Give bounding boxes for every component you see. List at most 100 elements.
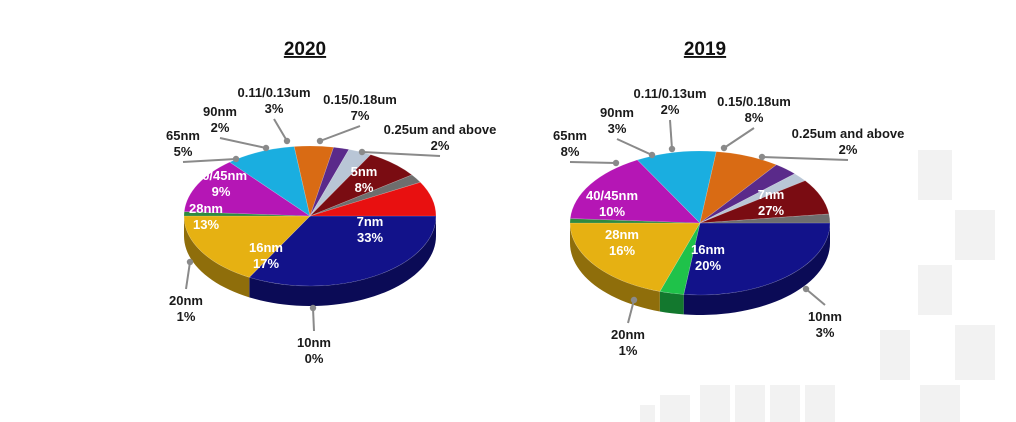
pie-chart-2019: 20197nm27%10nm3%16nm20%20nm1%28nm16%40/4… <box>553 39 904 358</box>
pie-slice-0-25um-and-above <box>309 174 421 217</box>
leader-dot <box>612 159 620 167</box>
slice-category-label: 28nm <box>189 201 223 216</box>
leader-dot <box>283 137 291 145</box>
pie-slice-90nm <box>309 146 350 217</box>
pie-slice-65nm <box>699 151 778 224</box>
slice-category-label: 10nm <box>297 335 331 350</box>
pie-slice-0-25um-and-above <box>699 213 831 224</box>
pie-side-16nm <box>184 216 250 298</box>
leader-dot <box>186 258 194 266</box>
leader-line <box>182 158 237 163</box>
slice-category-label: 16nm <box>691 242 725 257</box>
slice-value-label: 10% <box>599 204 625 219</box>
pie-slice-65nm <box>293 145 335 218</box>
pie-slice-20nm <box>183 211 311 217</box>
pie-top-slices <box>183 145 437 287</box>
slice-value-label: 8% <box>561 144 580 159</box>
leader-dot <box>232 155 240 163</box>
pie-slice-10nm <box>659 222 701 295</box>
pie-slice-28nm <box>183 161 312 217</box>
leader-line <box>805 288 826 306</box>
slice-value-label: 17% <box>253 256 279 271</box>
pie-slice-7nm <box>248 215 437 287</box>
leader-dot <box>720 144 728 152</box>
slice-category-label: 16nm <box>249 240 283 255</box>
slice-category-label: 40/45nm <box>586 188 638 203</box>
leader-dot <box>648 151 656 159</box>
slice-value-label: 3% <box>608 121 627 136</box>
slice-value-label: 13% <box>193 217 219 232</box>
pie-side-10nm <box>659 291 684 315</box>
slice-value-label: 8% <box>745 110 764 125</box>
slice-category-label: 90nm <box>600 105 634 120</box>
leader-line <box>627 299 635 324</box>
leader-dot <box>309 304 317 312</box>
pie-side-7nm <box>249 216 436 306</box>
pie-top-slices <box>569 150 831 296</box>
pie-side-16nm <box>570 223 660 312</box>
slice-category-label: 5nm <box>351 164 378 179</box>
slice-value-label: 2% <box>661 102 680 117</box>
slice-value-label: 1% <box>177 309 196 324</box>
leader-line <box>185 261 191 290</box>
slice-category-label: 0.11/0.13um <box>634 86 707 101</box>
leader-line <box>616 138 653 156</box>
pie-slice-16nm <box>569 222 701 292</box>
leader-line <box>319 125 361 142</box>
slice-value-label: 2% <box>839 142 858 157</box>
leader-dot <box>802 285 810 293</box>
leader-dot <box>758 153 766 161</box>
slice-category-label: 20nm <box>611 327 645 342</box>
slice-category-label: 0.15/0.18um <box>323 92 397 107</box>
leader-dot <box>262 144 270 152</box>
chart-title: 2020 <box>284 39 326 60</box>
slice-category-label: 0.11/0.13um <box>238 85 311 100</box>
slice-value-label: 33% <box>357 230 383 245</box>
slice-category-label: 0.25um and above <box>792 126 905 141</box>
pie-side-walls <box>184 216 436 306</box>
pie-slice-0-11-0-13um <box>699 173 806 224</box>
pie-slice-7nm <box>683 222 831 296</box>
pie-slice-40-45nm <box>229 146 311 217</box>
leader-line <box>761 156 849 161</box>
pie-side-walls <box>570 223 830 315</box>
pie-slice-16nm <box>183 215 311 278</box>
slice-value-label: 0% <box>305 351 324 366</box>
slice-category-label: 10nm <box>808 309 842 324</box>
leader-line <box>723 127 755 149</box>
slice-category-label: 0.25um and above <box>384 122 497 137</box>
leader-line <box>361 151 441 157</box>
background-tiles <box>640 150 995 422</box>
slice-category-label: 40/45nm <box>195 168 247 183</box>
slice-value-label: 1% <box>619 343 638 358</box>
slice-value-label: 20% <box>695 258 721 273</box>
slice-category-label: 20nm <box>169 293 203 308</box>
slice-value-label: 2% <box>211 120 230 135</box>
slice-labels: 7nm27%10nm3%16nm20%20nm1%28nm16%40/45nm1… <box>553 86 904 358</box>
leader-line <box>312 307 315 332</box>
leader-line <box>273 118 288 142</box>
slice-value-label: 5% <box>174 144 193 159</box>
slice-value-label: 3% <box>265 101 284 116</box>
pie-slice-0-15-0-18um <box>309 154 413 217</box>
